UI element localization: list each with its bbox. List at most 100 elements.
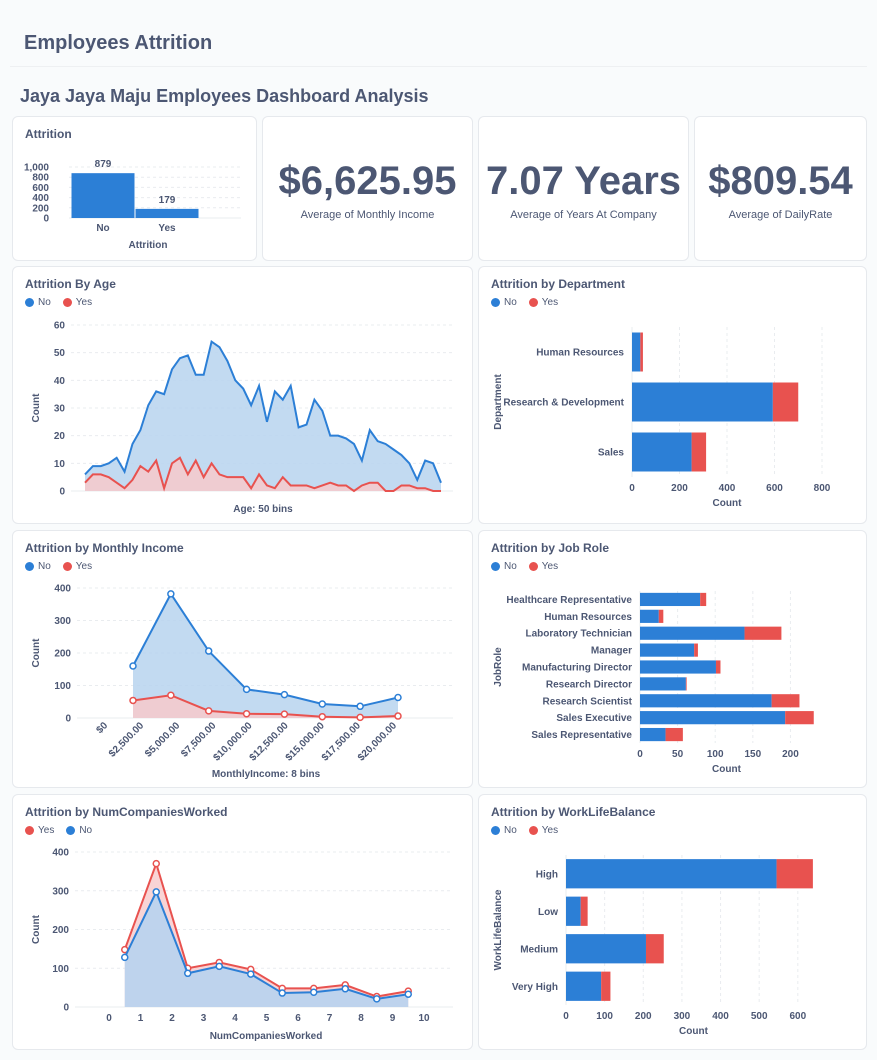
- series-line-no: [132, 591, 399, 708]
- x-tick-label: $20,000.00: [356, 720, 399, 763]
- legend-dot-yes: [25, 826, 34, 835]
- card-title-department: Attrition by Department: [491, 277, 626, 291]
- legend-item-yes[interactable]: Yes: [62, 561, 92, 572]
- y-tick-label: 200: [32, 203, 49, 214]
- card-title-attrition: Attrition: [25, 127, 72, 141]
- bar-no: [566, 859, 777, 889]
- series-area-yes: [85, 457, 441, 491]
- x-tick-label: 0: [563, 1011, 569, 1022]
- legend-item-no[interactable]: No: [491, 561, 517, 572]
- y-tick-label: Medium: [520, 944, 558, 955]
- series-line-yes: [123, 860, 409, 998]
- attrition-by-age-card[interactable]: Attrition By Age No Yes 0 10 20 30 40 50 60 Cou…: [12, 266, 473, 524]
- scalar-card-daily-rate[interactable]: $809.54 Average of DailyRate: [694, 116, 867, 261]
- bar-yes: [700, 592, 707, 607]
- bar-yes: [580, 896, 588, 926]
- scalar-card-years-at-company[interactable]: 7.07 Years Average of Years At Company: [478, 116, 689, 261]
- data-point-no: [242, 685, 251, 694]
- y-tick-label: Sales Executive: [556, 713, 632, 724]
- legend-item-no[interactable]: No: [491, 825, 517, 836]
- bar-no: [566, 896, 581, 926]
- data-point-no: [310, 988, 318, 997]
- legend: No Yes: [25, 561, 92, 572]
- legend-item-yes[interactable]: Yes: [62, 297, 92, 308]
- y-tick-label: 20: [54, 431, 66, 442]
- bar-no: [640, 643, 695, 657]
- y-tick-label: 0: [65, 714, 71, 725]
- legend-item-no[interactable]: No: [66, 825, 92, 836]
- card-title-jobrole: Attrition by Job Role: [491, 541, 609, 555]
- attrition-by-monthly-income-card[interactable]: Attrition by Monthly Income No Yes 0 100 2…: [12, 530, 473, 788]
- attrition-by-num-companies-card[interactable]: Attrition by NumCompaniesWorked Yes No 0…: [12, 794, 473, 1050]
- bar-no: [640, 592, 701, 607]
- bar-no: [71, 173, 135, 218]
- numcompanies-chart: 0 100 200 300 400 0 1 2 3 4 5 6 7 8 9 10 Count NumCompani…: [31, 848, 453, 1042]
- legend-item-yes[interactable]: Yes: [25, 825, 54, 836]
- legend-item-no[interactable]: No: [25, 561, 51, 572]
- y-tick-label: 600: [32, 183, 49, 194]
- data-point-no: [129, 662, 137, 670]
- legend-item-yes[interactable]: Yes: [528, 825, 558, 836]
- data-point-no: [394, 693, 402, 702]
- y-tick-label: 0: [63, 1003, 69, 1014]
- bar-no: [632, 382, 773, 422]
- y-tick-label: 300: [54, 616, 71, 627]
- legend-item-yes[interactable]: Yes: [528, 561, 558, 572]
- scalar-card-monthly-income[interactable]: $6,625.95 Average of Monthly Income: [262, 116, 473, 261]
- y-tick-label: Very High: [512, 982, 558, 993]
- attrition-card[interactable]: Attrition 1,000 800 600 400 200 0 879 No 179 Yes A…: [12, 116, 257, 261]
- y-axis-title: Count: [31, 914, 42, 944]
- x-tick-label: 100: [707, 749, 724, 760]
- series-area-no: [133, 593, 398, 718]
- x-axis-title: Attrition: [129, 240, 168, 251]
- card-title-income: Attrition by Monthly Income: [25, 541, 184, 555]
- bar-no: [566, 934, 646, 964]
- x-axis-title: Count: [713, 498, 743, 509]
- data-label: 179: [159, 195, 176, 206]
- data-point-no: [280, 690, 289, 699]
- bar-yes: [772, 382, 799, 422]
- card-title-age: Attrition By Age: [25, 277, 116, 291]
- attrition-by-job-role-card[interactable]: Attrition by Job Role No Yes 0 50 100 150 20…: [478, 530, 867, 788]
- legend-item-no[interactable]: No: [25, 297, 51, 308]
- data-point-yes: [129, 696, 137, 705]
- bar-no: [640, 711, 786, 725]
- legend: No Yes: [491, 825, 558, 836]
- y-tick-label: High: [536, 869, 558, 880]
- legend-item-no[interactable]: No: [491, 297, 517, 308]
- data-point-no: [341, 985, 349, 993]
- legend: No Yes: [25, 297, 92, 308]
- legend-label-yes: Yes: [38, 825, 55, 836]
- x-tick-label: 0: [629, 483, 635, 494]
- legend-label-no: No: [504, 297, 517, 308]
- y-tick-label: Human Resources: [536, 348, 624, 359]
- y-tick-label: 40: [54, 376, 66, 387]
- x-tick-label: 1: [138, 1013, 144, 1024]
- legend-label-no: No: [38, 297, 51, 308]
- attrition-by-worklife-card[interactable]: Attrition by WorkLifeBalance No Yes 0 100…: [478, 794, 867, 1050]
- x-tick-label: 4: [232, 1013, 238, 1024]
- bar-yes: [685, 677, 687, 691]
- data-point-no: [121, 953, 129, 962]
- y-tick-label: Research & Development: [503, 398, 624, 409]
- attrition-by-department-card[interactable]: Attrition by Department No Yes 0 200 400 60…: [478, 266, 867, 524]
- data-point-no: [318, 700, 327, 708]
- bar-yes: [658, 609, 664, 623]
- bar-yes: [744, 626, 782, 640]
- series-line-yes: [84, 456, 441, 493]
- legend-item-yes[interactable]: Yes: [528, 297, 558, 308]
- dashboard-title: Jaya Jaya Maju Employees Dashboard Analy…: [20, 86, 429, 106]
- y-tick-label: 100: [52, 964, 69, 975]
- data-point-no: [247, 970, 255, 978]
- y-axis-title: Count: [31, 393, 42, 423]
- y-axis-title: JobRole: [493, 647, 504, 687]
- bar-no: [632, 432, 692, 472]
- y-tick-label: 200: [54, 649, 71, 660]
- bar-yes: [691, 432, 707, 472]
- x-axis-title: Age: 50 bins: [233, 504, 293, 515]
- y-tick-label: 300: [52, 886, 69, 897]
- bar-no: [640, 609, 659, 623]
- x-tick-label: 800: [814, 483, 831, 494]
- legend: No Yes: [491, 561, 558, 572]
